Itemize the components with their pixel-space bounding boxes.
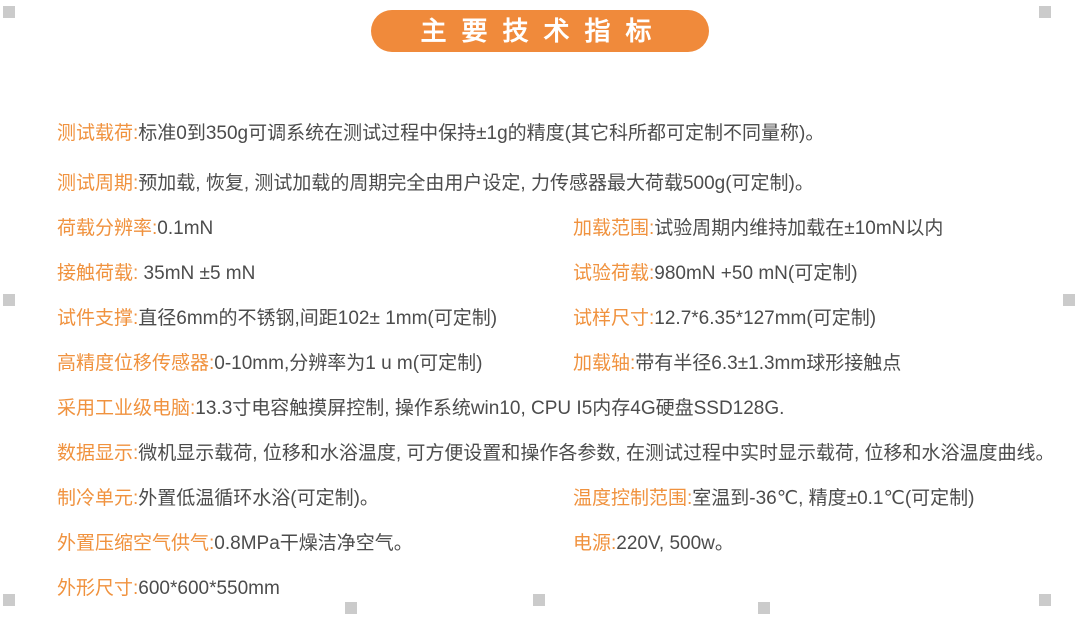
- spec-label: 试样尺寸:: [573, 308, 655, 329]
- selection-handle-bottom-left[interactable]: [3, 594, 15, 606]
- spec-value: 980mN +50 mN(可定制): [654, 263, 858, 284]
- spec-value: 0-10mm,分辨率为1 u m(可定制): [214, 353, 483, 374]
- spec-item: 制冷单元:外置低温循环水浴(可定制)。: [57, 483, 573, 510]
- spec-item: 加载范围:试验周期内维持加载在±10mN以内: [573, 213, 943, 240]
- selection-handle-right-middle[interactable]: [1063, 294, 1075, 306]
- selection-handle-bottom-right[interactable]: [1039, 594, 1051, 606]
- spec-value: 带有半径6.3±1.3mm球形接触点: [635, 353, 902, 374]
- selection-handle-left-middle[interactable]: [3, 294, 15, 306]
- spec-value: 外置低温循环水浴(可定制)。: [138, 488, 379, 509]
- spec-value: 微机显示载荷, 位移和水浴温度, 可方便设置和操作各参数, 在测试过程中实时显示…: [138, 443, 1055, 464]
- spec-row: 外置压缩空气供气:0.8MPa干燥洁净空气。 电源:220V, 500w。: [57, 519, 1050, 564]
- spec-row: 测试周期:预加载, 恢复, 测试加载的周期完全由用户设定, 力传感器最大荷载50…: [57, 159, 1050, 204]
- spec-label: 试件支撑:: [57, 308, 139, 329]
- spec-item: 高精度位移传感器:0-10mm,分辨率为1 u m(可定制): [57, 348, 573, 375]
- spec-label: 高精度位移传感器:: [57, 353, 215, 374]
- selection-handle-bottom-2[interactable]: [758, 602, 770, 614]
- spec-row: 测试载荷:标准0到350g可调系统在测试过程中保持±1g的精度(其它科所都可定制…: [57, 109, 1050, 154]
- spec-item: 测试周期:预加载, 恢复, 测试加载的周期完全由用户设定, 力传感器最大荷载50…: [57, 168, 814, 195]
- spec-label: 制冷单元:: [57, 488, 139, 509]
- spec-label: 加载范围:: [573, 218, 655, 239]
- spec-item: 试件支撑:直径6mm的不锈钢,间距102± 1mm(可定制): [57, 303, 573, 330]
- spec-label: 测试周期:: [57, 173, 139, 194]
- spec-value: 220V, 500w。: [616, 533, 734, 554]
- spec-item: 外置压缩空气供气:0.8MPa干燥洁净空气。: [57, 528, 573, 555]
- spec-value: 0.1mN: [157, 218, 214, 239]
- spec-value: 600*600*550mm: [138, 578, 280, 599]
- spec-value: 12.7*6.35*127mm(可定制): [654, 308, 877, 329]
- spec-row: 外形尺寸:600*600*550mm: [57, 564, 1050, 609]
- page-title: 主要技术指标: [371, 10, 709, 52]
- spec-row: 试件支撑:直径6mm的不锈钢,间距102± 1mm(可定制) 试样尺寸:12.7*…: [57, 294, 1050, 339]
- spec-label: 荷载分辨率:: [57, 218, 158, 239]
- spec-item: 外形尺寸:600*600*550mm: [57, 573, 280, 600]
- spec-item: 温度控制范围:室温到-36℃, 精度±0.1℃(可定制): [573, 483, 974, 510]
- spec-item: 数据显示:微机显示载荷, 位移和水浴温度, 可方便设置和操作各参数, 在测试过程…: [57, 438, 1055, 465]
- spec-row: 采用工业级电脑:13.3寸电容触摸屏控制, 操作系统win10, CPU I5内…: [57, 384, 1050, 429]
- spec-label: 加载轴:: [573, 353, 636, 374]
- spec-row: 制冷单元:外置低温循环水浴(可定制)。 温度控制范围:室温到-36℃, 精度±0.…: [57, 474, 1050, 519]
- selection-handle-top-right[interactable]: [1039, 6, 1051, 18]
- spec-label: 外形尺寸:: [57, 578, 139, 599]
- spec-value: 35mN ±5 mN: [138, 263, 256, 284]
- spec-label: 采用工业级电脑:: [57, 398, 196, 419]
- spec-label: 接触荷载:: [57, 263, 139, 284]
- spec-item: 试验荷载:980mN +50 mN(可定制): [573, 258, 858, 285]
- spec-list: 测试载荷:标准0到350g可调系统在测试过程中保持±1g的精度(其它科所都可定制…: [0, 109, 1080, 609]
- spec-item: 加载轴:带有半径6.3±1.3mm球形接触点: [573, 348, 901, 375]
- spec-value: 室温到-36℃, 精度±0.1℃(可定制): [692, 488, 975, 509]
- spec-label: 电源:: [573, 533, 617, 554]
- spec-value: 直径6mm的不锈钢,间距102± 1mm(可定制): [138, 308, 498, 329]
- spec-label: 测试载荷:: [57, 123, 139, 144]
- spec-item: 测试载荷:标准0到350g可调系统在测试过程中保持±1g的精度(其它科所都可定制…: [57, 118, 824, 145]
- spec-row: 接触荷载: 35mN ±5 mN 试验荷载:980mN +50 mN(可定制): [57, 249, 1050, 294]
- spec-item: 电源:220V, 500w。: [573, 528, 734, 555]
- spec-row: 数据显示:微机显示载荷, 位移和水浴温度, 可方便设置和操作各参数, 在测试过程…: [57, 429, 1055, 474]
- selection-handle-top-left[interactable]: [3, 6, 15, 18]
- selection-handle-bottom-1[interactable]: [345, 602, 357, 614]
- spec-item: 采用工业级电脑:13.3寸电容触摸屏控制, 操作系统win10, CPU I5内…: [57, 393, 784, 420]
- selection-handle-bottom-center[interactable]: [533, 594, 545, 606]
- spec-value: 试验周期内维持加载在±10mN以内: [654, 218, 944, 239]
- spec-label: 试验荷载:: [573, 263, 655, 284]
- spec-row: 高精度位移传感器:0-10mm,分辨率为1 u m(可定制) 加载轴:带有半径6.…: [57, 339, 1050, 384]
- spec-value: 13.3寸电容触摸屏控制, 操作系统win10, CPU I5内存4G硬盘SSD…: [195, 398, 785, 419]
- spec-label: 外置压缩空气供气:: [57, 533, 215, 554]
- spec-label: 数据显示:: [57, 443, 139, 464]
- spec-row: 荷载分辨率:0.1mN 加载范围:试验周期内维持加载在±10mN以内: [57, 204, 1050, 249]
- spec-item: 试样尺寸:12.7*6.35*127mm(可定制): [573, 303, 876, 330]
- spec-value: 0.8MPa干燥洁净空气。: [214, 533, 413, 554]
- spec-value: 预加载, 恢复, 测试加载的周期完全由用户设定, 力传感器最大荷载500g(可定…: [138, 173, 814, 194]
- spec-item: 荷载分辨率:0.1mN: [57, 213, 573, 240]
- spec-item: 接触荷载: 35mN ±5 mN: [57, 258, 573, 285]
- spec-label: 温度控制范围:: [573, 488, 693, 509]
- spec-value: 标准0到350g可调系统在测试过程中保持±1g的精度(其它科所都可定制不同量称)…: [138, 123, 825, 144]
